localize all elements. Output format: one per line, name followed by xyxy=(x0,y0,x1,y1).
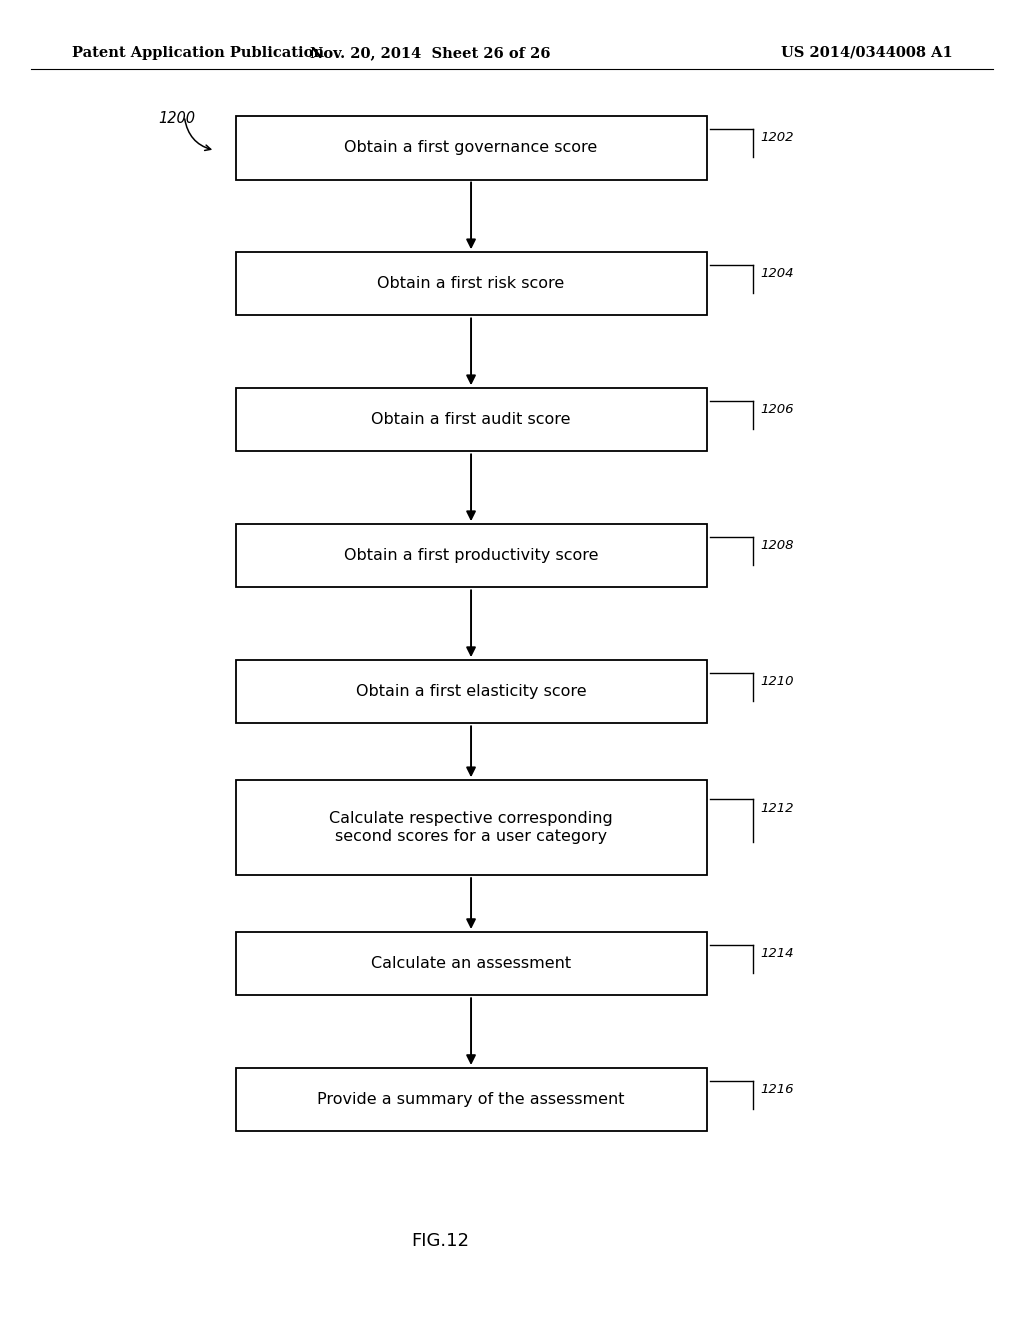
FancyBboxPatch shape xyxy=(236,780,707,875)
Text: 1200: 1200 xyxy=(159,111,196,125)
Text: Nov. 20, 2014  Sheet 26 of 26: Nov. 20, 2014 Sheet 26 of 26 xyxy=(310,46,550,59)
Text: FIG.12: FIG.12 xyxy=(412,1232,469,1250)
Text: 1210: 1210 xyxy=(761,676,795,688)
FancyBboxPatch shape xyxy=(236,252,707,315)
Text: Calculate respective corresponding
second scores for a user category: Calculate respective corresponding secon… xyxy=(329,812,613,843)
Text: US 2014/0344008 A1: US 2014/0344008 A1 xyxy=(780,46,952,59)
Text: 1208: 1208 xyxy=(761,540,795,552)
FancyBboxPatch shape xyxy=(236,388,707,451)
Text: Obtain a first governance score: Obtain a first governance score xyxy=(344,140,598,156)
FancyBboxPatch shape xyxy=(236,524,707,587)
Text: 1202: 1202 xyxy=(761,132,795,144)
FancyBboxPatch shape xyxy=(236,932,707,995)
Text: 1216: 1216 xyxy=(761,1084,795,1096)
Text: Provide a summary of the assessment: Provide a summary of the assessment xyxy=(317,1092,625,1107)
FancyBboxPatch shape xyxy=(236,1068,707,1131)
Text: Obtain a first productivity score: Obtain a first productivity score xyxy=(344,548,598,564)
Text: 1204: 1204 xyxy=(761,268,795,280)
Text: Patent Application Publication: Patent Application Publication xyxy=(72,46,324,59)
Text: 1214: 1214 xyxy=(761,948,795,960)
FancyBboxPatch shape xyxy=(236,116,707,180)
Text: 1206: 1206 xyxy=(761,404,795,416)
FancyBboxPatch shape xyxy=(236,660,707,723)
Text: Calculate an assessment: Calculate an assessment xyxy=(371,956,571,972)
Text: 1212: 1212 xyxy=(761,801,795,814)
Text: Obtain a first risk score: Obtain a first risk score xyxy=(378,276,564,292)
Text: Obtain a first audit score: Obtain a first audit score xyxy=(372,412,570,428)
Text: Obtain a first elasticity score: Obtain a first elasticity score xyxy=(355,684,587,700)
